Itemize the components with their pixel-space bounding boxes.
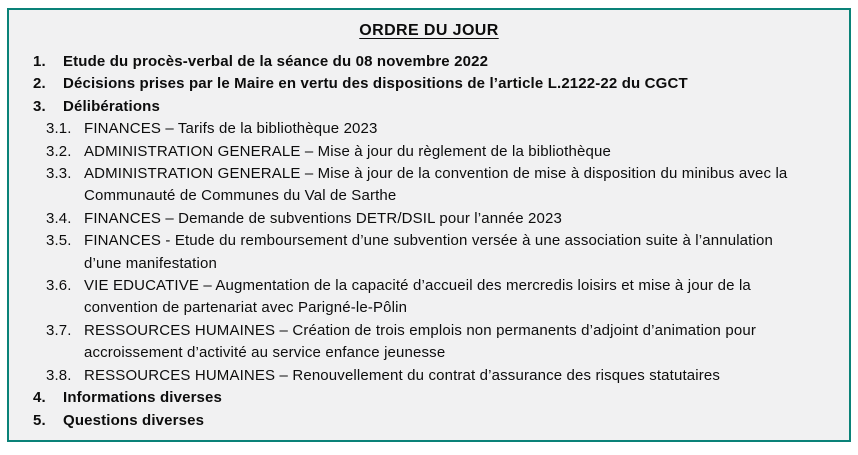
agenda-item: 3.6. VIE EDUCATIVE – Augmentation de la … bbox=[9, 275, 849, 320]
agenda-list: 1. Etude du procès-verbal de la séance d… bbox=[9, 51, 849, 432]
item-number: 3. bbox=[33, 97, 46, 115]
agenda-item: 3.5. FINANCES - Etude du remboursement d… bbox=[9, 230, 849, 275]
item-text: Délibérations bbox=[63, 97, 160, 115]
agenda-item: 3.8. RESSOURCES HUMAINES – Renouvellemen… bbox=[9, 365, 849, 387]
agenda-item: 3.4. FINANCES – Demande de subventions D… bbox=[9, 208, 849, 230]
agenda-item: 3.2. ADMINISTRATION GENERALE – Mise à jo… bbox=[9, 141, 849, 163]
item-text: RESSOURCES HUMAINES – Renouvellement du … bbox=[84, 366, 721, 384]
agenda-item: 5. Questions diverses bbox=[9, 410, 849, 432]
item-text: Décisions prises par le Maire en vertu d… bbox=[63, 75, 688, 93]
agenda-item: 1. Etude du procès-verbal de la séance d… bbox=[9, 51, 849, 73]
item-number: 3.4. bbox=[46, 209, 72, 227]
agenda-document: ORDRE DU JOUR 1. Etude du procès-verbal … bbox=[7, 8, 851, 442]
title-row: ORDRE DU JOUR bbox=[9, 10, 849, 41]
document-title: ORDRE DU JOUR bbox=[359, 22, 499, 39]
item-text: Informations diverses bbox=[63, 389, 223, 407]
agenda-item: 3. Délibérations bbox=[9, 96, 849, 118]
item-text: ADMINISTRATION GENERALE – Mise à jour de… bbox=[84, 165, 788, 205]
agenda-item: 4. Informations diverses bbox=[9, 387, 849, 409]
agenda-item: 3.3. ADMINISTRATION GENERALE – Mise à jo… bbox=[9, 163, 849, 208]
item-number: 3.7. bbox=[46, 321, 72, 339]
item-text: ADMINISTRATION GENERALE – Mise à jour du… bbox=[84, 142, 611, 160]
item-number: 3.6. bbox=[46, 277, 72, 295]
item-number: 5. bbox=[33, 411, 46, 429]
item-number: 3.3. bbox=[46, 165, 72, 183]
item-number: 1. bbox=[33, 53, 46, 70]
item-text: Questions diverses bbox=[63, 411, 205, 429]
item-text: Etude du procès-verbal de la séance du 0… bbox=[63, 53, 489, 70]
item-text: FINANCES – Tarifs de la bibliothèque 202… bbox=[84, 120, 378, 138]
agenda-item: 2. Décisions prises par le Maire en vert… bbox=[9, 73, 849, 95]
item-number: 2. bbox=[33, 75, 46, 93]
item-text: VIE EDUCATIVE – Augmentation de la capac… bbox=[84, 277, 751, 317]
item-text: FINANCES - Etude du remboursement d’une … bbox=[84, 232, 773, 272]
item-number: 3.2. bbox=[46, 142, 72, 160]
item-number: 3.5. bbox=[46, 232, 72, 250]
agenda-item: 3.1. FINANCES – Tarifs de la bibliothèqu… bbox=[9, 118, 849, 140]
item-text: FINANCES – Demande de subventions DETR/D… bbox=[84, 209, 563, 227]
item-number: 4. bbox=[33, 389, 46, 407]
agenda-item: 3.7. RESSOURCES HUMAINES – Création de t… bbox=[9, 320, 849, 365]
item-number: 3.1. bbox=[46, 120, 72, 138]
item-number: 3.8. bbox=[46, 366, 72, 384]
item-text: RESSOURCES HUMAINES – Création de trois … bbox=[84, 321, 756, 362]
